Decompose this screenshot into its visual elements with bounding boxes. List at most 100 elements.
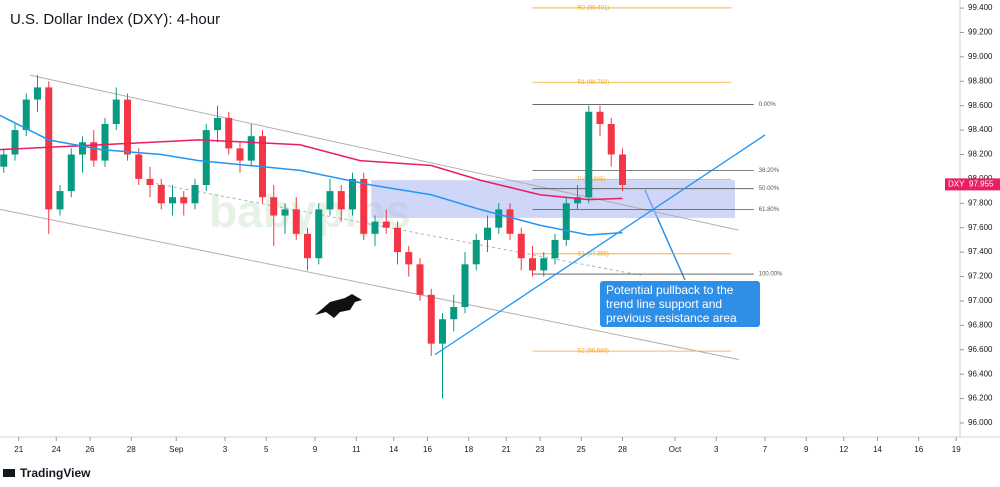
x-tick-label: 16 xyxy=(423,445,432,454)
pivot-label: S1 (97.386) xyxy=(578,251,609,257)
candle-body xyxy=(472,239,480,265)
candle-body xyxy=(529,258,536,271)
candle-body xyxy=(551,239,559,259)
candle-body xyxy=(214,117,221,131)
candle-body xyxy=(157,185,165,204)
y-tick-label: 96.800 xyxy=(968,320,993,329)
x-tick-label: 7 xyxy=(763,445,768,454)
candle-body xyxy=(506,209,514,234)
candle-body xyxy=(495,209,503,228)
x-tick-label: 12 xyxy=(839,445,848,454)
candle-body xyxy=(484,227,491,240)
candle-body xyxy=(315,209,323,259)
fib-label: 0.00% xyxy=(759,102,777,108)
candle-body xyxy=(596,111,604,124)
candle-body xyxy=(360,178,368,234)
x-tick-label: 18 xyxy=(464,445,473,454)
x-tick-label: 23 xyxy=(536,445,545,454)
candle-body xyxy=(90,142,98,161)
x-tick-label: 16 xyxy=(914,445,923,454)
fib-label: 38.20% xyxy=(759,168,780,174)
candle-body xyxy=(607,123,615,155)
candle-body xyxy=(450,307,458,320)
x-tick-label: 28 xyxy=(618,445,627,454)
y-tick-label: 96.200 xyxy=(968,394,993,403)
pivot-label: R1 (98.792) xyxy=(578,80,610,86)
candle-body xyxy=(34,87,41,100)
x-tick-label: 5 xyxy=(264,445,269,454)
candle-body xyxy=(427,294,435,344)
candle-body xyxy=(337,191,345,210)
x-tick-label: 26 xyxy=(86,445,95,454)
candle-body xyxy=(101,123,109,161)
candle-body xyxy=(281,209,289,216)
x-tick-label: 9 xyxy=(313,445,318,454)
last-price-symbol: DXY xyxy=(948,180,965,189)
candle-body xyxy=(169,197,176,204)
candle-body xyxy=(416,264,424,295)
y-tick-label: 97.000 xyxy=(968,296,993,305)
candle-body xyxy=(191,185,199,204)
candle-body xyxy=(326,191,334,210)
channel-line xyxy=(0,208,739,360)
candle-body xyxy=(292,209,300,234)
candle-body xyxy=(585,111,593,198)
x-tick-label: 28 xyxy=(127,445,136,454)
candle-body xyxy=(619,154,626,186)
x-tick-label: 19 xyxy=(952,445,961,454)
y-tick-label: 96.600 xyxy=(968,345,993,354)
candle-body xyxy=(202,130,210,186)
x-tick-label: 25 xyxy=(577,445,586,454)
candle-body xyxy=(270,197,278,216)
candle-body xyxy=(11,130,19,155)
y-tick-label: 98.600 xyxy=(968,101,993,110)
pivot-label: S2 (96.589) xyxy=(578,349,609,355)
candle-body xyxy=(371,221,379,234)
y-tick-label: 98.200 xyxy=(968,150,993,159)
candle-body xyxy=(180,197,188,204)
channel-line xyxy=(149,182,642,276)
candle-body xyxy=(112,99,120,124)
moving-average xyxy=(0,139,623,201)
footer-brand: TradingView xyxy=(20,466,91,480)
candle-body xyxy=(225,117,233,149)
candle-body xyxy=(45,87,53,210)
x-tick-label: 24 xyxy=(52,445,61,454)
fib-label: 61.80% xyxy=(759,207,780,213)
candle-body xyxy=(124,99,131,155)
x-tick-label: Oct xyxy=(669,445,682,454)
resistance-zone xyxy=(371,180,735,218)
candle-body xyxy=(135,154,143,179)
fib-label: 50.00% xyxy=(759,186,780,192)
y-tick-label: 97.200 xyxy=(968,272,993,281)
candle-body xyxy=(540,258,548,271)
x-tick-label: 3 xyxy=(714,445,719,454)
candle-body xyxy=(56,191,64,210)
bull-icon xyxy=(315,294,362,318)
candle-body xyxy=(67,154,75,192)
candle-body xyxy=(0,154,8,167)
candle-body xyxy=(349,178,356,210)
x-tick-label: 14 xyxy=(389,445,398,454)
candle-body xyxy=(394,227,401,253)
candle-body xyxy=(574,197,581,204)
x-tick-label: 21 xyxy=(14,445,23,454)
channel-line xyxy=(29,74,739,231)
candle-body xyxy=(461,264,469,308)
y-tick-label: 99.400 xyxy=(968,3,993,12)
candle-body xyxy=(382,221,390,228)
y-tick-label: 99.200 xyxy=(968,28,993,37)
y-tick-label: 96.000 xyxy=(968,418,993,427)
x-tick-label: 3 xyxy=(223,445,228,454)
candle-body xyxy=(517,233,525,259)
candle-body xyxy=(236,148,244,161)
x-tick-label: 9 xyxy=(804,445,809,454)
candle-body xyxy=(146,178,154,186)
candle-body xyxy=(247,136,255,161)
candle-body xyxy=(439,319,446,344)
y-tick-label: 96.400 xyxy=(968,369,993,378)
last-price-label: 97.955 xyxy=(969,180,994,189)
y-tick-label: 97.800 xyxy=(968,198,993,207)
x-tick-label: 14 xyxy=(873,445,882,454)
